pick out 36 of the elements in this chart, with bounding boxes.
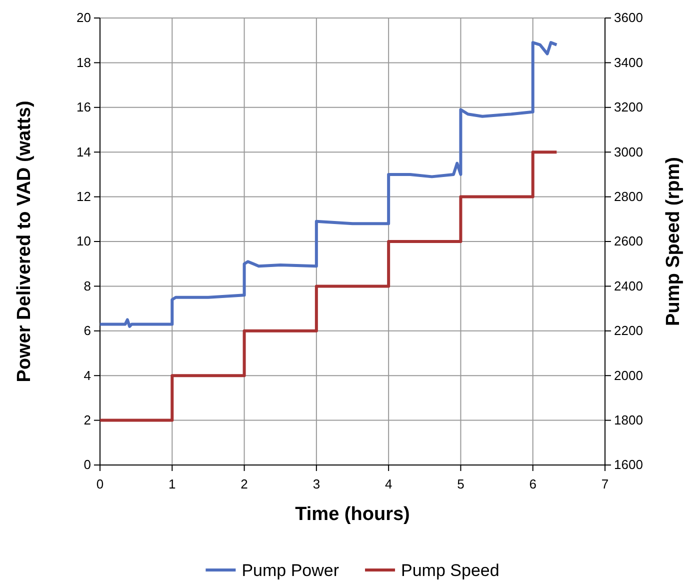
- y-tick-label: 4: [84, 368, 91, 383]
- legend-label: Pump Power: [242, 561, 340, 580]
- y2-tick-label: 3600: [614, 10, 643, 26]
- x-tick-label: 4: [384, 476, 392, 492]
- y2-tick-label: 2600: [614, 234, 643, 249]
- y2-tick-label: 3200: [614, 100, 643, 115]
- y-tick-label: 12: [76, 188, 91, 204]
- y2-tick-label: 2000: [614, 368, 643, 383]
- y2-axis-title: Pump Speed (rpm): [663, 157, 684, 326]
- y2-tick-label: 2800: [614, 188, 643, 204]
- x-axis-title: Time (hours): [295, 504, 410, 525]
- y-tick-label: 16: [76, 100, 91, 115]
- x-tick-label: 6: [529, 476, 536, 492]
- y-tick-label: 10: [76, 234, 91, 249]
- x-tick-label: 2: [240, 476, 248, 492]
- y2-tick-label: 2400: [614, 278, 643, 294]
- y-tick-label: 8: [84, 278, 91, 294]
- x-tick-label: 7: [601, 476, 609, 492]
- y2-tick-label: 3000: [614, 144, 643, 160]
- y2-tick-label: 3400: [614, 54, 643, 70]
- legend-label: Pump Speed: [401, 561, 500, 580]
- x-tick-label: 0: [96, 476, 104, 492]
- y2-tick-label: 1800: [614, 412, 643, 428]
- y-tick-label: 6: [84, 323, 91, 338]
- y-axis-title: Power Delivered to VAD (watts): [14, 100, 35, 382]
- x-tick-label: 1: [168, 476, 176, 492]
- y2-tick-label: 2200: [614, 323, 643, 338]
- y-tick-label: 18: [76, 54, 91, 70]
- line-series: [98, 41, 558, 328]
- y-tick-label: 20: [76, 10, 91, 26]
- x-tick-label: 5: [457, 476, 464, 492]
- y-tick-label: 2: [84, 412, 91, 428]
- x-tick-label: 3: [312, 476, 320, 492]
- y2-tick-label: 1600: [614, 457, 643, 472]
- y-tick-label: 0: [84, 457, 91, 472]
- y-tick-label: 14: [76, 144, 91, 160]
